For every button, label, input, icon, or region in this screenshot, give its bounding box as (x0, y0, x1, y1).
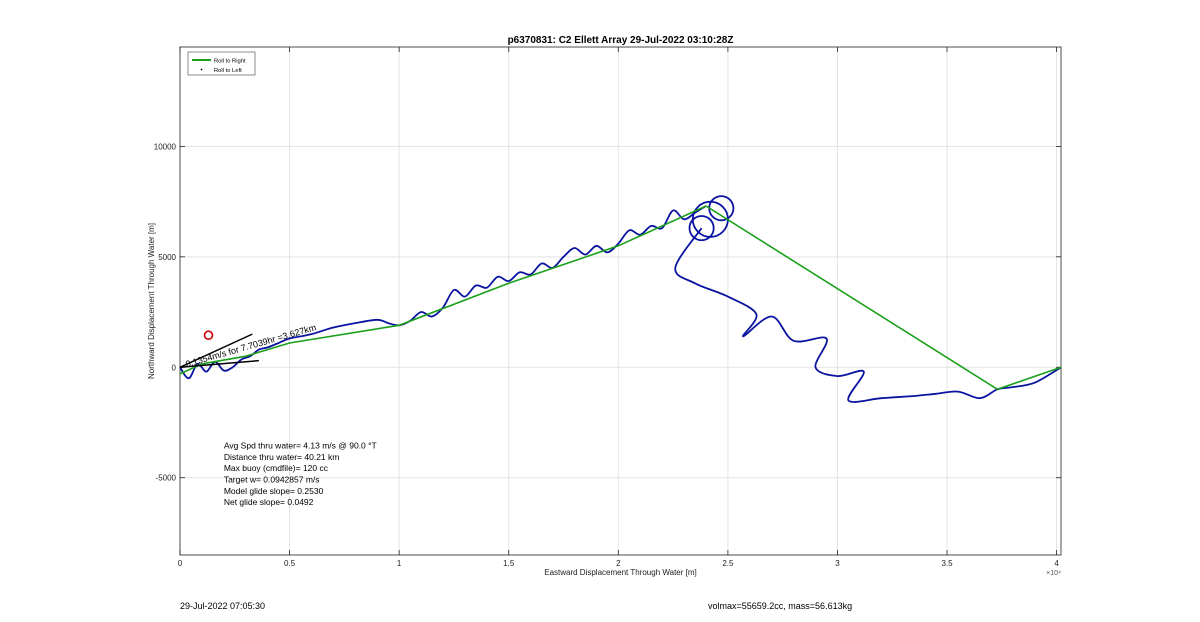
legend-box (187, 51, 256, 76)
x-tick-label: 1 (397, 559, 402, 568)
x-tick-label: 3.5 (941, 559, 953, 568)
stats-line: Max buoy (cmdfile)= 120 cc (224, 463, 329, 473)
footer-timestamp: 29-Jul-2022 07:05:30 (180, 601, 266, 611)
axes: 0 0.5 1 1.5 2 2.5 3 3.5 4 -5000 0 5000 10000 p6370831… (147, 35, 1062, 577)
chart-title: p6370831: C2 Ellett Array 29-Jul-2022 03… (508, 35, 734, 46)
grid (179, 47, 1061, 555)
marker-circle (203, 330, 214, 341)
x-tick-label: 3 (835, 559, 840, 568)
y-tick-label: 10000 (154, 142, 177, 151)
x-axis-label: Eastward Displacement Through Water [m] (544, 568, 697, 577)
y-axis-label: Northward Displacement Through Water [m] (147, 223, 156, 379)
axes-frame (179, 46, 1062, 556)
footer-summary: volmax=55659.2cc, mass=56.613kg (708, 601, 853, 611)
x-axis-exponent: ×10⁴ (1046, 570, 1061, 577)
stats-line: Model glide slope= 0.2530 (224, 486, 324, 496)
x-tick-label: 4 (1054, 559, 1059, 568)
legend-label: Roll to Left (214, 68, 242, 74)
x-tick-label: 2 (616, 559, 621, 568)
stats-line: Distance thru water= 40.21 km (224, 452, 340, 462)
y-tick-label: -5000 (156, 474, 177, 483)
x-tick-label: 0 (178, 559, 183, 568)
y-tick-label: 5000 (158, 253, 176, 262)
stats-line: Avg Spd thru water= 4.13 m/s @ 90.0 °T (224, 441, 377, 451)
x-tick-label: 2.5 (722, 559, 734, 568)
stats-line: Net glide slope= 0.0492 (224, 497, 314, 507)
legend: Roll to Right Roll to Left (187, 51, 256, 76)
x-tick-label: 0.5 (284, 559, 296, 568)
y-tick-label: 0 (172, 363, 177, 372)
track-loop (688, 215, 715, 242)
series-line-roll-to-right (179, 205, 1062, 391)
stats-line: Target w= 0.0942857 m/s (224, 474, 320, 484)
series-layer (179, 195, 1062, 403)
track-line (179, 205, 707, 380)
plot-area (180, 47, 1061, 555)
x-tick-label: 1.5 (503, 559, 515, 568)
annotation-line (179, 333, 253, 368)
track-line-return (674, 227, 1062, 403)
annotation-line (179, 359, 259, 369)
legend-label: Roll to Right (214, 58, 246, 64)
legend-swatch-dot (200, 68, 203, 71)
